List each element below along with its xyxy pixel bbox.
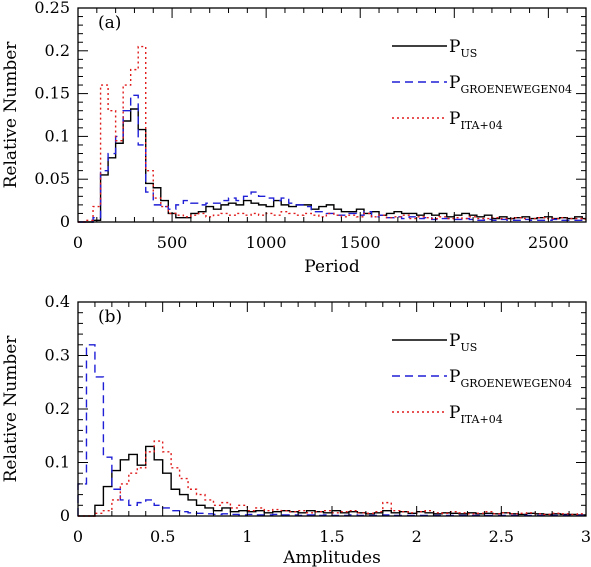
legend-symbol: P	[449, 73, 460, 93]
plot-frame	[77, 301, 587, 517]
legend-subscript: ITA+04	[460, 413, 502, 426]
legend-subscript: GROENEWEGEN04	[460, 83, 572, 96]
legend-entry-groenewegen04: PGROENEWEGEN04	[449, 367, 572, 390]
panel-label: (a)	[98, 13, 121, 33]
x-tick-label: 1500	[340, 233, 381, 252]
x-tick-label: 1	[242, 527, 252, 546]
legend-subscript: ITA+04	[460, 119, 502, 132]
legend-entry-us: PUS	[449, 37, 477, 60]
legend-symbol: P	[449, 403, 460, 423]
legend-entry-us: PUS	[449, 331, 477, 354]
y-tick-label: 0.25	[34, 0, 70, 17]
series-line-groenewegen04	[78, 94, 586, 223]
x-axis-title: Period	[304, 257, 360, 277]
legend-subscript: US	[460, 341, 477, 354]
y-tick-label: 0.15	[34, 84, 70, 103]
y-axis-title: Relative Number	[1, 335, 21, 483]
x-tick-label: 0.5	[150, 527, 175, 546]
legend-symbol: P	[449, 367, 460, 387]
y-tick-label: 0.4	[45, 292, 70, 311]
legend-entry-ita04: PITA+04	[449, 403, 503, 426]
y-tick-label: 0.05	[34, 169, 70, 188]
x-tick-label: 0	[73, 527, 83, 546]
series-line-us	[78, 108, 586, 223]
y-tick-label: 0.2	[45, 41, 70, 60]
legend-subscript: GROENEWEGEN04	[460, 377, 572, 390]
chart-panel-a: 0 500 1000 1500 2000 2500 0 0.05 0.1 0.15 0.2 0.25 P…	[1, 0, 587, 277]
legend-subscript: US	[460, 47, 477, 60]
x-tick-label: 3	[581, 527, 591, 546]
legend-entry-groenewegen04: PGROENEWEGEN04	[449, 73, 572, 96]
series-line-groenewegen04	[77, 344, 586, 517]
x-tick-label: 2.5	[489, 527, 514, 546]
legend-entry-ita04: PITA+04	[449, 109, 503, 132]
y-tick-label: 0	[60, 212, 70, 231]
x-tick-label: 1000	[246, 233, 287, 252]
y-tick-label: 0.2	[45, 399, 70, 418]
y-axis-title: Relative Number	[1, 41, 21, 189]
x-tick-label: 0	[73, 233, 83, 252]
y-tick-label: 0.3	[45, 346, 70, 365]
chart-panel-b: 0 0.5 1 1.5 2 2.5 3 0 0.1 0.2 0.3 0.4 Amplitudes Rela…	[1, 292, 591, 567]
y-tick-label: 0	[60, 506, 70, 525]
x-tick-label: 2	[412, 527, 422, 546]
x-tick-label: 2000	[434, 233, 475, 252]
series-line-ita04	[78, 45, 586, 223]
plot-frame	[77, 7, 587, 223]
x-tick-label: 2500	[528, 233, 569, 252]
legend-symbol: P	[449, 37, 460, 57]
panel-label: (b)	[98, 307, 122, 327]
x-axis-title: Amplitudes	[282, 548, 381, 567]
legend-symbol: P	[449, 109, 460, 129]
x-tick-label: 500	[157, 233, 188, 252]
y-tick-label: 0.1	[45, 453, 70, 472]
legend-symbol: P	[449, 331, 460, 351]
y-tick-label: 0.1	[45, 126, 70, 145]
x-tick-label: 1.5	[319, 527, 344, 546]
